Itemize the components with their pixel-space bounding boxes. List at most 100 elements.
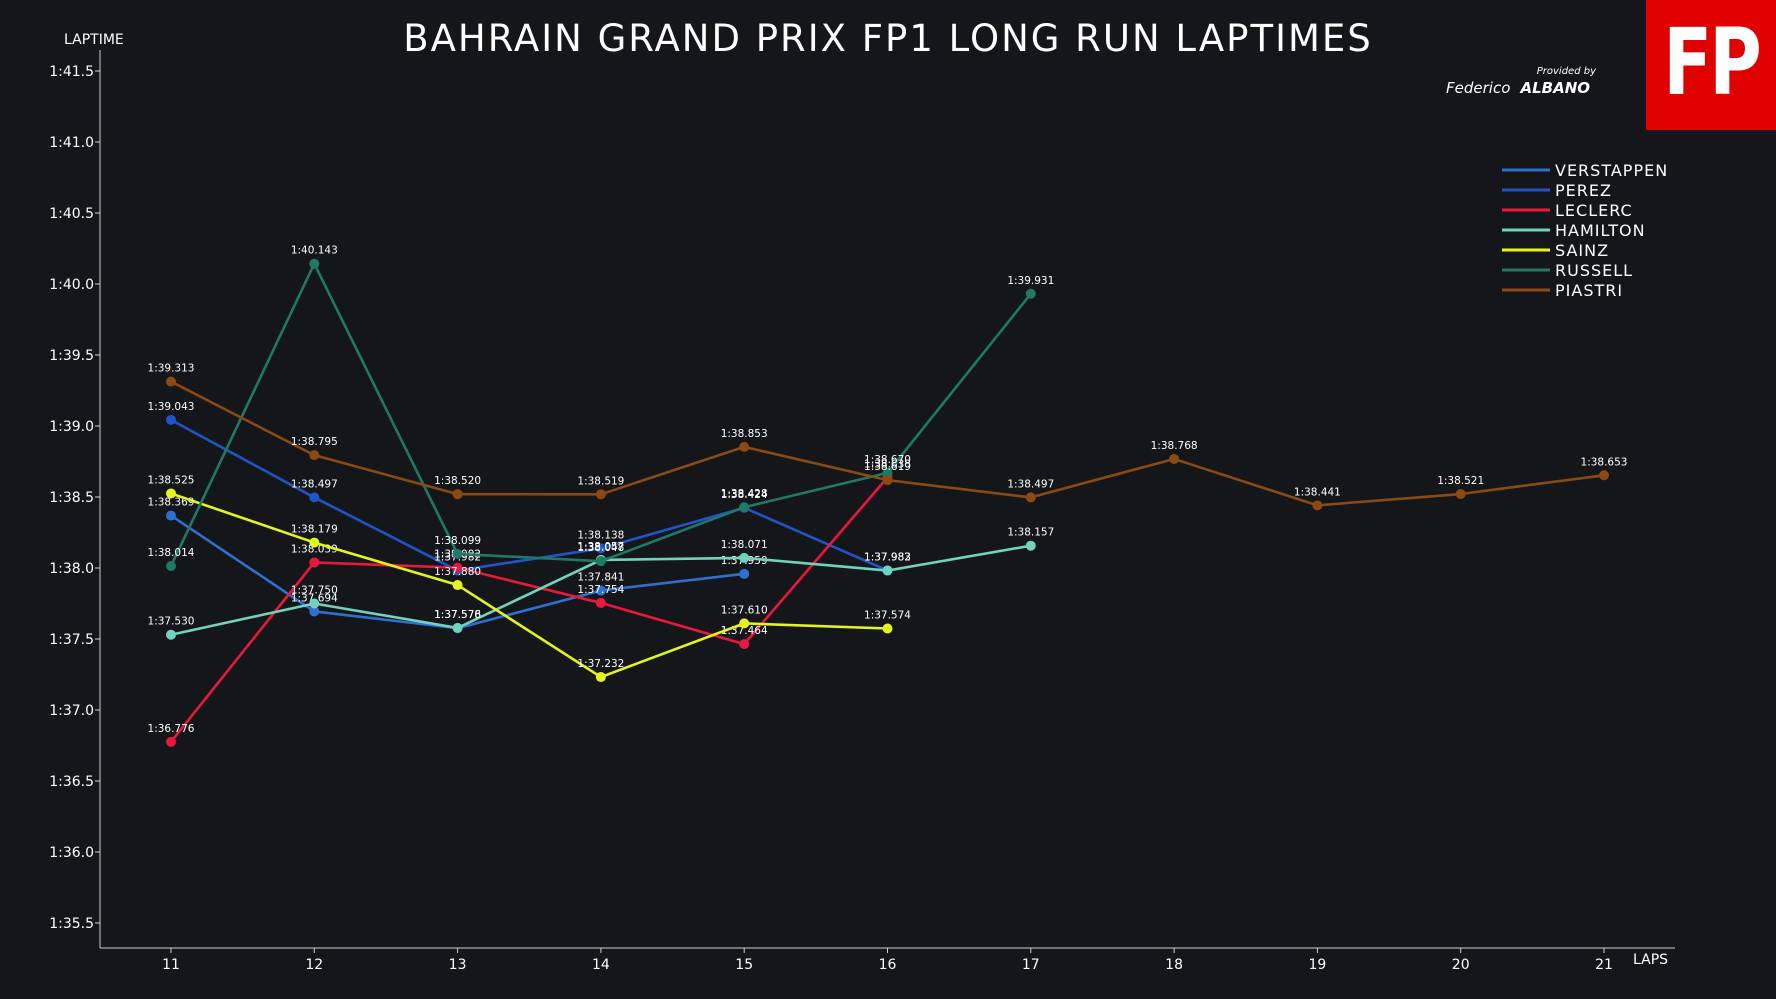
data-label-sainz: 1:37.610 — [721, 604, 768, 616]
data-point-hamilton — [166, 629, 176, 640]
series-line-perez — [170, 418, 889, 572]
x-tick-label: 15 — [735, 957, 753, 973]
data-point-sainz — [739, 618, 750, 629]
data-point-piastri — [1599, 470, 1609, 481]
data-point-perez — [595, 543, 606, 554]
data-label-piastri: 1:38.653 — [1581, 456, 1628, 468]
data-point-sainz — [595, 672, 606, 683]
x-tick-label: 16 — [879, 957, 897, 973]
chart-title: BAHRAIN GRAND PRIX FP1 LONG RUN LAPTIMES — [403, 17, 1373, 60]
data-point-leclerc — [166, 736, 176, 747]
legend-label-russell: RUSSELL — [1555, 261, 1633, 280]
data-point-hamilton — [1025, 540, 1036, 551]
data-point-piastri — [595, 489, 606, 500]
credit-first-name: Federico — [1446, 79, 1510, 97]
legend-item-verstappen: VERSTAPPEN — [1502, 161, 1668, 180]
series-russell: 1:38.014 1:40.143 1:38.099 1:38.048 1:38.428… — [148, 245, 1054, 572]
data-label-piastri: 1:39.313 — [148, 363, 195, 375]
data-label-perez: 1:38.497 — [291, 478, 338, 490]
data-label-sainz: 1:37.232 — [577, 658, 624, 670]
y-tick-label: 1:35.5 — [49, 916, 94, 932]
data-label-perez: 1:39.043 — [148, 401, 195, 413]
data-point-piastri — [1455, 489, 1466, 500]
data-label-hamilton: 1:37.530 — [148, 616, 195, 628]
y-tick-label: 1:37.0 — [49, 703, 94, 719]
legend-label-leclerc: LECLERC — [1555, 201, 1633, 220]
x-tick-label: 17 — [1022, 957, 1040, 973]
series-perez: 1:39.043 1:38.497 1:37.982 1:38.138 1:38.424… — [148, 401, 911, 576]
series-line-piastri — [170, 380, 1605, 507]
x-tick-label: 13 — [449, 957, 467, 973]
data-point-leclerc — [309, 557, 320, 568]
data-point-leclerc — [739, 639, 750, 650]
data-point-russell — [739, 502, 750, 513]
axes: 1:35.5 1:36.0 1:36.5 1:37.0 1:37.5 1:38.0 1:38… — [49, 50, 1675, 973]
data-point-russell — [452, 548, 463, 559]
data-point-piastri — [1312, 500, 1323, 511]
data-label-perez: 1:37.983 — [864, 551, 911, 563]
data-point-piastri — [882, 475, 893, 486]
data-label-verstappen: 1:37.576 — [434, 609, 481, 621]
data-point-piastri — [166, 376, 176, 387]
data-label-russell: 1:39.931 — [1007, 275, 1054, 287]
data-point-hamilton — [452, 622, 463, 633]
data-label-hamilton: 1:37.982 — [864, 552, 911, 564]
series-line-leclerc — [169, 476, 889, 743]
y-axis-label: LAPTIME — [64, 32, 124, 48]
y-tick-label: 1:38.0 — [49, 561, 94, 577]
x-tick-label: 19 — [1308, 957, 1326, 973]
data-point-russell — [1025, 288, 1036, 299]
data-label-russell: 1:40.143 — [291, 245, 338, 257]
legend-label-hamilton: HAMILTON — [1555, 221, 1646, 240]
data-label-sainz: 1:37.880 — [434, 566, 481, 578]
data-point-russell — [309, 258, 320, 269]
data-label-piastri: 1:38.497 — [1007, 478, 1054, 490]
y-tick-label: 1:36.5 — [49, 774, 94, 790]
data-point-piastri — [739, 441, 750, 452]
data-point-perez — [309, 492, 320, 503]
legend-label-sainz: SAINZ — [1555, 241, 1609, 260]
data-label-verstappen: 1:37.841 — [577, 572, 624, 584]
y-tick-label: 1:39.0 — [49, 419, 94, 435]
x-tick-label: 12 — [305, 957, 323, 973]
x-tick-label: 18 — [1165, 957, 1183, 973]
x-tick-label: 20 — [1452, 957, 1470, 973]
data-point-hamilton — [309, 598, 320, 609]
legend-item-piastri: PIASTRI — [1502, 281, 1623, 300]
data-label-sainz: 1:37.574 — [864, 609, 911, 621]
data-label-piastri: 1:38.619 — [864, 461, 911, 473]
legend: VERSTAPPENPEREZLECLERCHAMILTONSAINZRUSSE… — [1502, 161, 1668, 300]
data-point-hamilton — [739, 552, 750, 563]
data-point-sainz — [452, 580, 463, 591]
legend-item-hamilton: HAMILTON — [1502, 221, 1646, 240]
data-label-hamilton: 1:37.578 — [434, 609, 481, 621]
series-line-russell — [169, 262, 1032, 567]
data-label-piastri: 1:38.521 — [1437, 475, 1484, 487]
x-tick-label: 11 — [162, 957, 180, 973]
data-point-piastri — [1025, 492, 1036, 503]
credit-provided-by: Provided by — [1537, 66, 1597, 77]
data-label-piastri: 1:38.768 — [1151, 440, 1198, 452]
legend-label-verstappen: VERSTAPPEN — [1555, 161, 1668, 180]
data-label-perez: 1:38.138 — [577, 529, 624, 541]
credit-author: Federico ALBANO — [1446, 78, 1590, 97]
x-tick-label: 21 — [1595, 957, 1613, 973]
data-point-verstappen — [309, 606, 320, 617]
data-point-perez — [166, 414, 176, 425]
data-label-russell: 1:38.428 — [721, 488, 768, 500]
data-point-piastri — [309, 450, 320, 461]
data-point-verstappen — [166, 510, 176, 521]
data-point-russell — [882, 467, 893, 478]
y-tick-label: 1:41.5 — [49, 64, 94, 80]
fp-logo: FP — [1646, 0, 1776, 130]
data-label-russell: 1:38.014 — [148, 547, 195, 559]
data-point-sainz — [166, 488, 176, 499]
y-tick-label: 1:37.5 — [49, 632, 94, 648]
fp-logo-text: FP — [1663, 9, 1761, 116]
legend-label-piastri: PIASTRI — [1555, 281, 1623, 300]
series-leclerc: 1:36.7761:38.0391:38.0021:37.7541:37.464… — [148, 458, 911, 747]
data-point-leclerc — [595, 597, 606, 608]
data-label-piastri: 1:38.519 — [577, 475, 624, 487]
data-label-hamilton: 1:38.071 — [721, 539, 768, 551]
data-label-sainz: 1:38.525 — [148, 474, 195, 486]
